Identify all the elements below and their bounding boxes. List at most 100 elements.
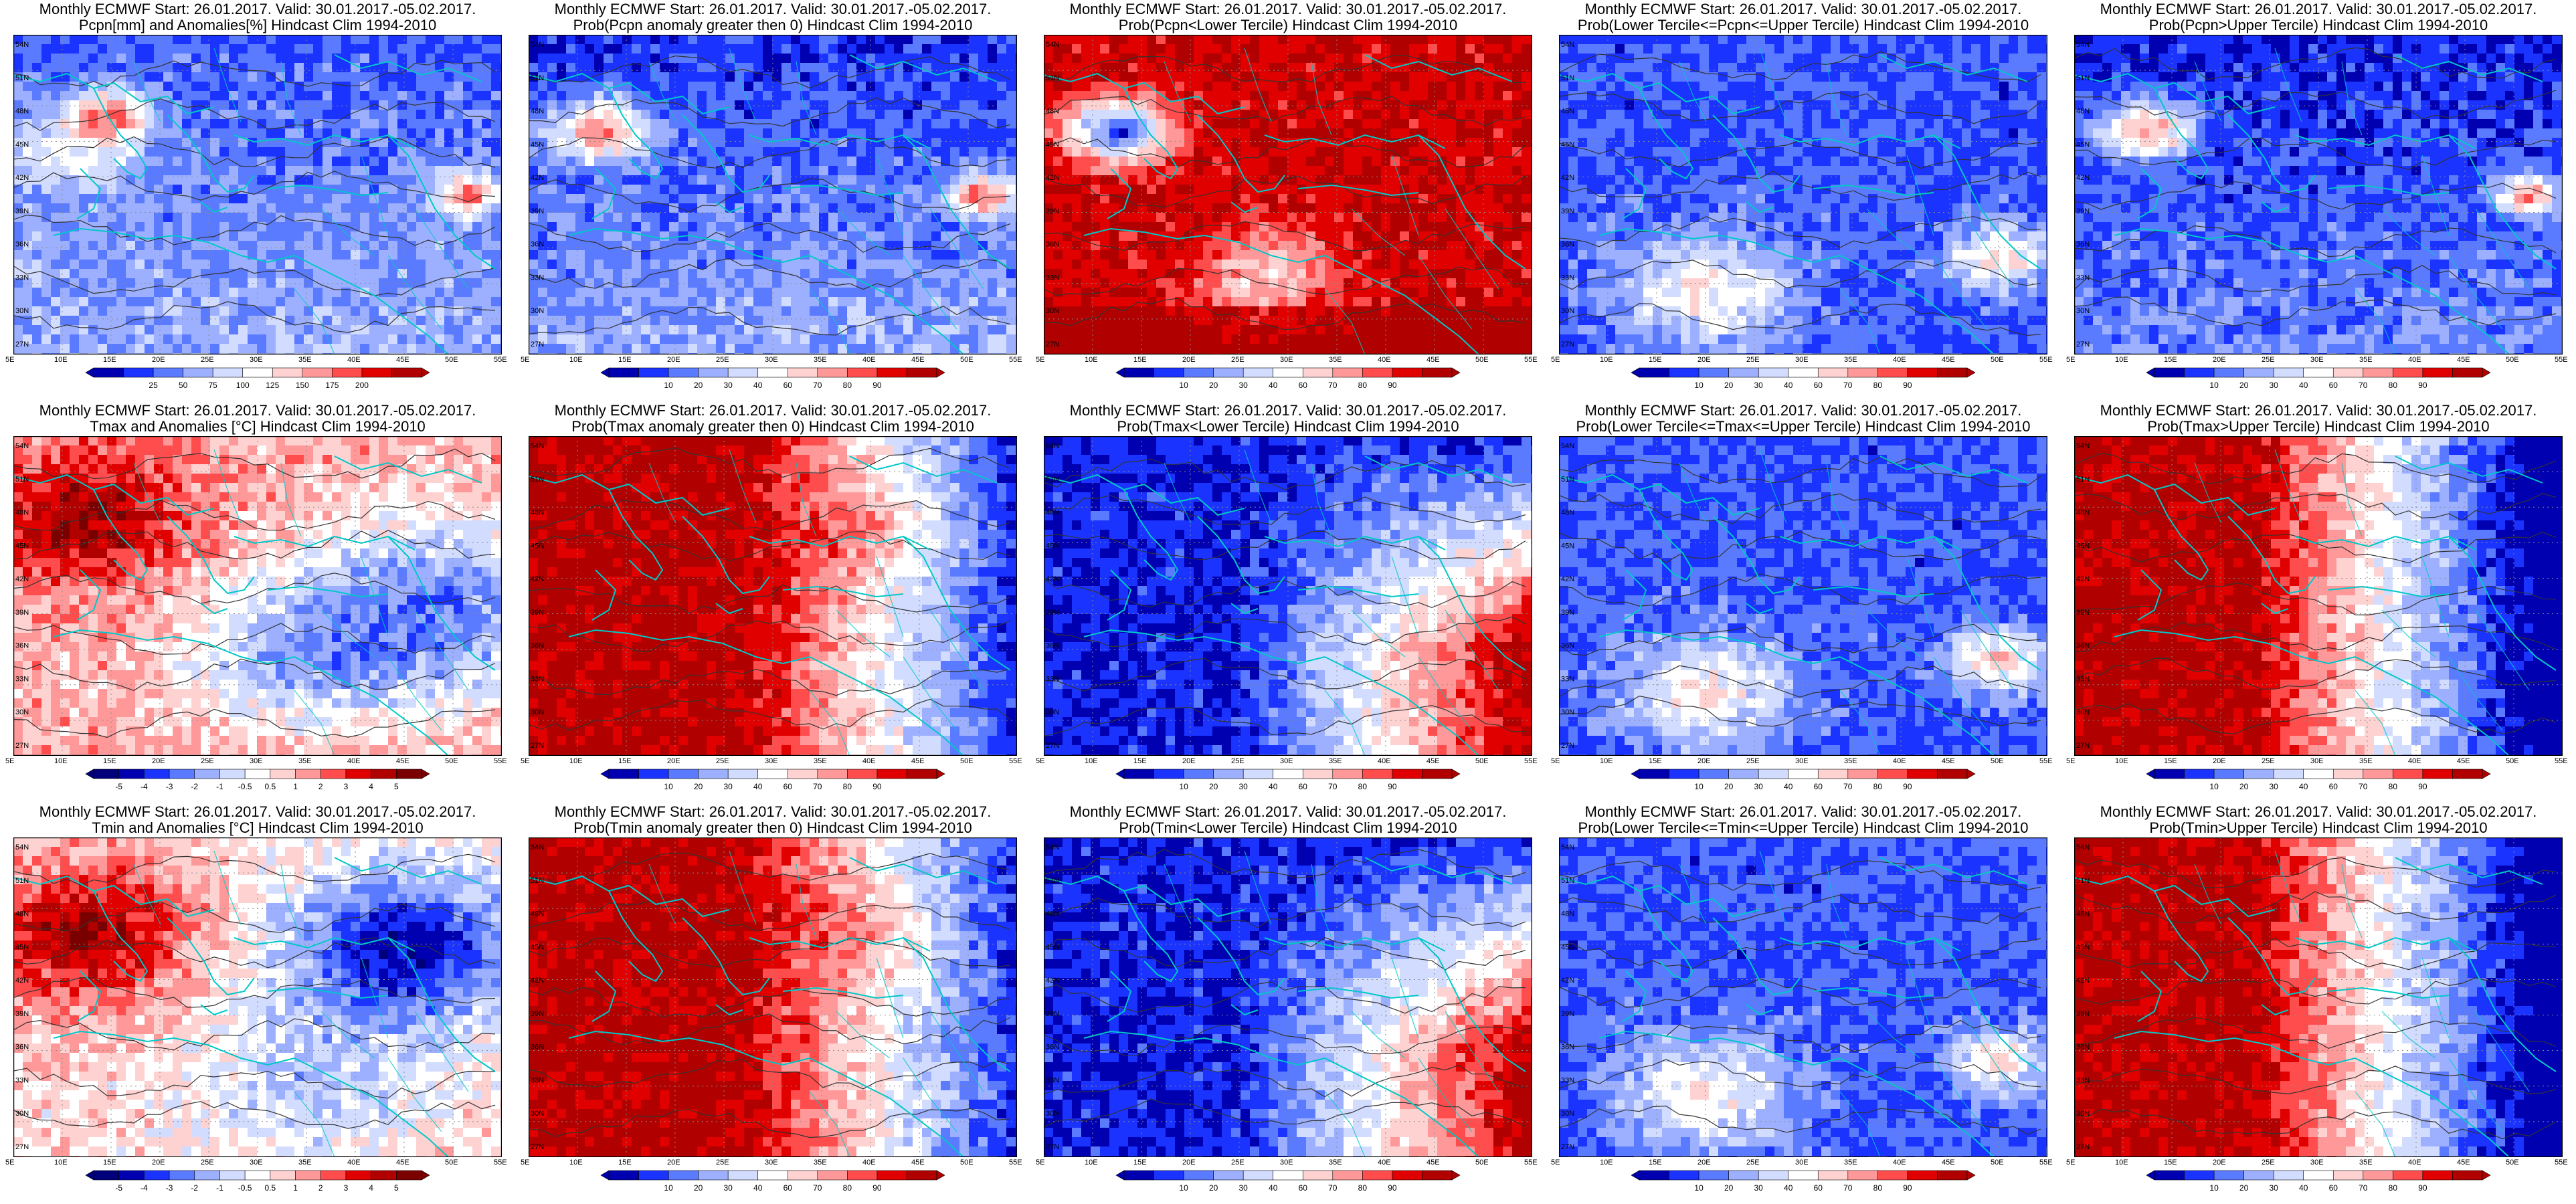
colorbar-label: 20 [1209, 381, 1218, 390]
map-panel: Monthly ECMWF Start: 26.01.2017. Valid: … [2061, 803, 2576, 1204]
lat-tick-label: 54N [15, 442, 29, 450]
lon-tick-label: 45E [396, 757, 409, 765]
colorbar-swatch [332, 367, 363, 378]
lon-tick-label: 35E [298, 757, 312, 765]
colorbar-swatch [320, 1170, 347, 1181]
lon-tick-label: 20E [1182, 1159, 1196, 1167]
lon-tick-label: 25E [1746, 1159, 1760, 1167]
colorbar-label: 10 [664, 1183, 673, 1193]
lon-tick-label: 10E [569, 1159, 583, 1167]
lat-tick-label: 45N [2076, 542, 2090, 550]
lon-tick-label: 15E [103, 757, 116, 765]
map-canvas: 54N 51N 48N 45N 42N 39N 36N 33N 30N 27N [529, 35, 1017, 355]
panel-title-line2: Prob(Pcpn>Upper Tercile) Hindcast Clim 1… [2061, 17, 2576, 33]
lon-tick-label: 45E [396, 356, 409, 364]
colorbar-label: 80 [1873, 1183, 1883, 1193]
map-canvas: 54N 51N 48N 45N 42N 39N 36N 33N 30N 27N [1559, 35, 2047, 355]
lon-tick-label: 30E [2310, 1159, 2324, 1167]
coastlines [2074, 850, 2557, 1157]
colorbar-label: 90 [1388, 782, 1397, 791]
lat-tick-label: 45N [1561, 943, 1574, 951]
colorbar-label: 40 [1784, 1183, 1793, 1193]
colorbar-swatch [1213, 367, 1244, 378]
lat-tick-label: 33N [1561, 274, 1574, 282]
lat-tick-label: 48N [2076, 509, 2090, 517]
lon-tick-label: 50E [2506, 757, 2519, 765]
colorbar-swatch [2184, 769, 2215, 779]
lon-tick-label: 45E [1427, 1159, 1440, 1167]
panel-title-line1: Monthly ECMWF Start: 26.01.2017. Valid: … [2061, 804, 2576, 820]
colorbar-swatch [2452, 1170, 2483, 1181]
lon-tick-label: 15E [2164, 757, 2177, 765]
colorbar-label: 90 [1388, 381, 1397, 390]
lat-tick-label: 27N [1561, 1143, 1574, 1151]
colorbar-swatch [2243, 367, 2274, 378]
lat-tick-label: 30N [2076, 1110, 2090, 1118]
lon-tick-label: 10E [1085, 356, 1098, 364]
lon-tick-label: 5E [2066, 1159, 2075, 1167]
isolines [529, 447, 1011, 731]
lat-tick-label: 48N [531, 108, 544, 116]
lon-tick-label: 50E [1475, 757, 1489, 765]
colorbar-max-arrow [2482, 367, 2491, 378]
lon-tick-label: 20E [152, 1159, 165, 1167]
colorbar-swatch [93, 367, 124, 378]
colorbar-label: 70 [1843, 1183, 1853, 1193]
lat-tick-label: 36N [15, 1043, 29, 1051]
lat-tick-label: 48N [15, 910, 29, 918]
panel-title-line2: Prob(Pcpn<Lower Tercile) Hindcast Clim 1… [1030, 17, 1546, 33]
colorbar-label: 60 [784, 1183, 793, 1193]
colorbar: 10 20 30 40 60 70 80 90 [1631, 367, 1976, 390]
lat-tick-label: 27N [1046, 340, 1059, 348]
map-canvas: 54N 51N 48N 45N 42N 39N 36N 33N 30N 27N [529, 837, 1017, 1157]
isolines [1559, 456, 2041, 727]
lon-tick-label: 20E [2213, 356, 2226, 364]
lon-tick-label: 5E [521, 757, 529, 765]
lon-tick-label: 20E [667, 1159, 680, 1167]
colorbar-swatch [698, 1170, 729, 1181]
lat-tick-label: 48N [2076, 910, 2090, 918]
colorbar-swatch [1302, 367, 1333, 378]
lon-tick-label: 55E [2039, 356, 2053, 364]
colorbar-label: 70 [813, 1183, 822, 1193]
colorbar-swatch [1362, 769, 1393, 779]
lat-tick-label: 45N [1046, 140, 1059, 148]
colorbar-label: 25 [149, 381, 158, 390]
lon-tick-label: 35E [814, 1159, 827, 1167]
colorbar-swatch [1817, 769, 1849, 779]
colorbar-swatch [2273, 367, 2304, 378]
colorbar-swatch [1123, 1170, 1154, 1181]
colorbar-label: 30 [1239, 381, 1249, 390]
coastlines [1559, 850, 2041, 1157]
colorbar-swatch [1362, 367, 1393, 378]
lat-tick-label: 42N [2076, 977, 2090, 985]
panel-title-line1: Monthly ECMWF Start: 26.01.2017. Valid: … [0, 1, 515, 17]
colorbar-swatch [907, 769, 937, 779]
lat-tick-label: 33N [15, 675, 29, 683]
lon-tick-label: 5E [2066, 757, 2075, 765]
lat-tick-label: 42N [531, 977, 544, 985]
colorbar-swatch [219, 1170, 246, 1181]
colorbar-swatch [1937, 769, 1968, 779]
colorbar-label: 80 [1358, 381, 1368, 390]
colorbar-swatch [345, 769, 371, 779]
colorbar-swatch [727, 769, 759, 779]
lat-tick-label: 54N [2076, 442, 2090, 450]
colorbar-label: 30 [1754, 1183, 1764, 1193]
lon-tick-label: 35E [814, 356, 827, 364]
colorbar-swatch [1273, 1170, 1303, 1181]
lon-tick-label: 25E [201, 356, 214, 364]
field-shading [1559, 436, 2047, 756]
panel-title-line2: Prob(Lower Tercile<=Tmax<=Upper Tercile)… [1546, 419, 2061, 435]
colorbar-label: 20 [2239, 1183, 2249, 1193]
colorbar-swatch [1332, 769, 1363, 779]
lon-tick-label: 20E [667, 757, 680, 765]
lat-tick-label: 54N [531, 843, 544, 851]
colorbar-label: 10 [1694, 381, 1704, 390]
coastlines [1559, 47, 2041, 355]
lon-tick-label: 10E [2115, 356, 2128, 364]
colorbar-min-arrow [600, 367, 610, 378]
colorbar-label: 175 [325, 381, 339, 390]
colorbar-label: 80 [1358, 1183, 1368, 1193]
colorbar-label: -0.5 [238, 782, 252, 791]
